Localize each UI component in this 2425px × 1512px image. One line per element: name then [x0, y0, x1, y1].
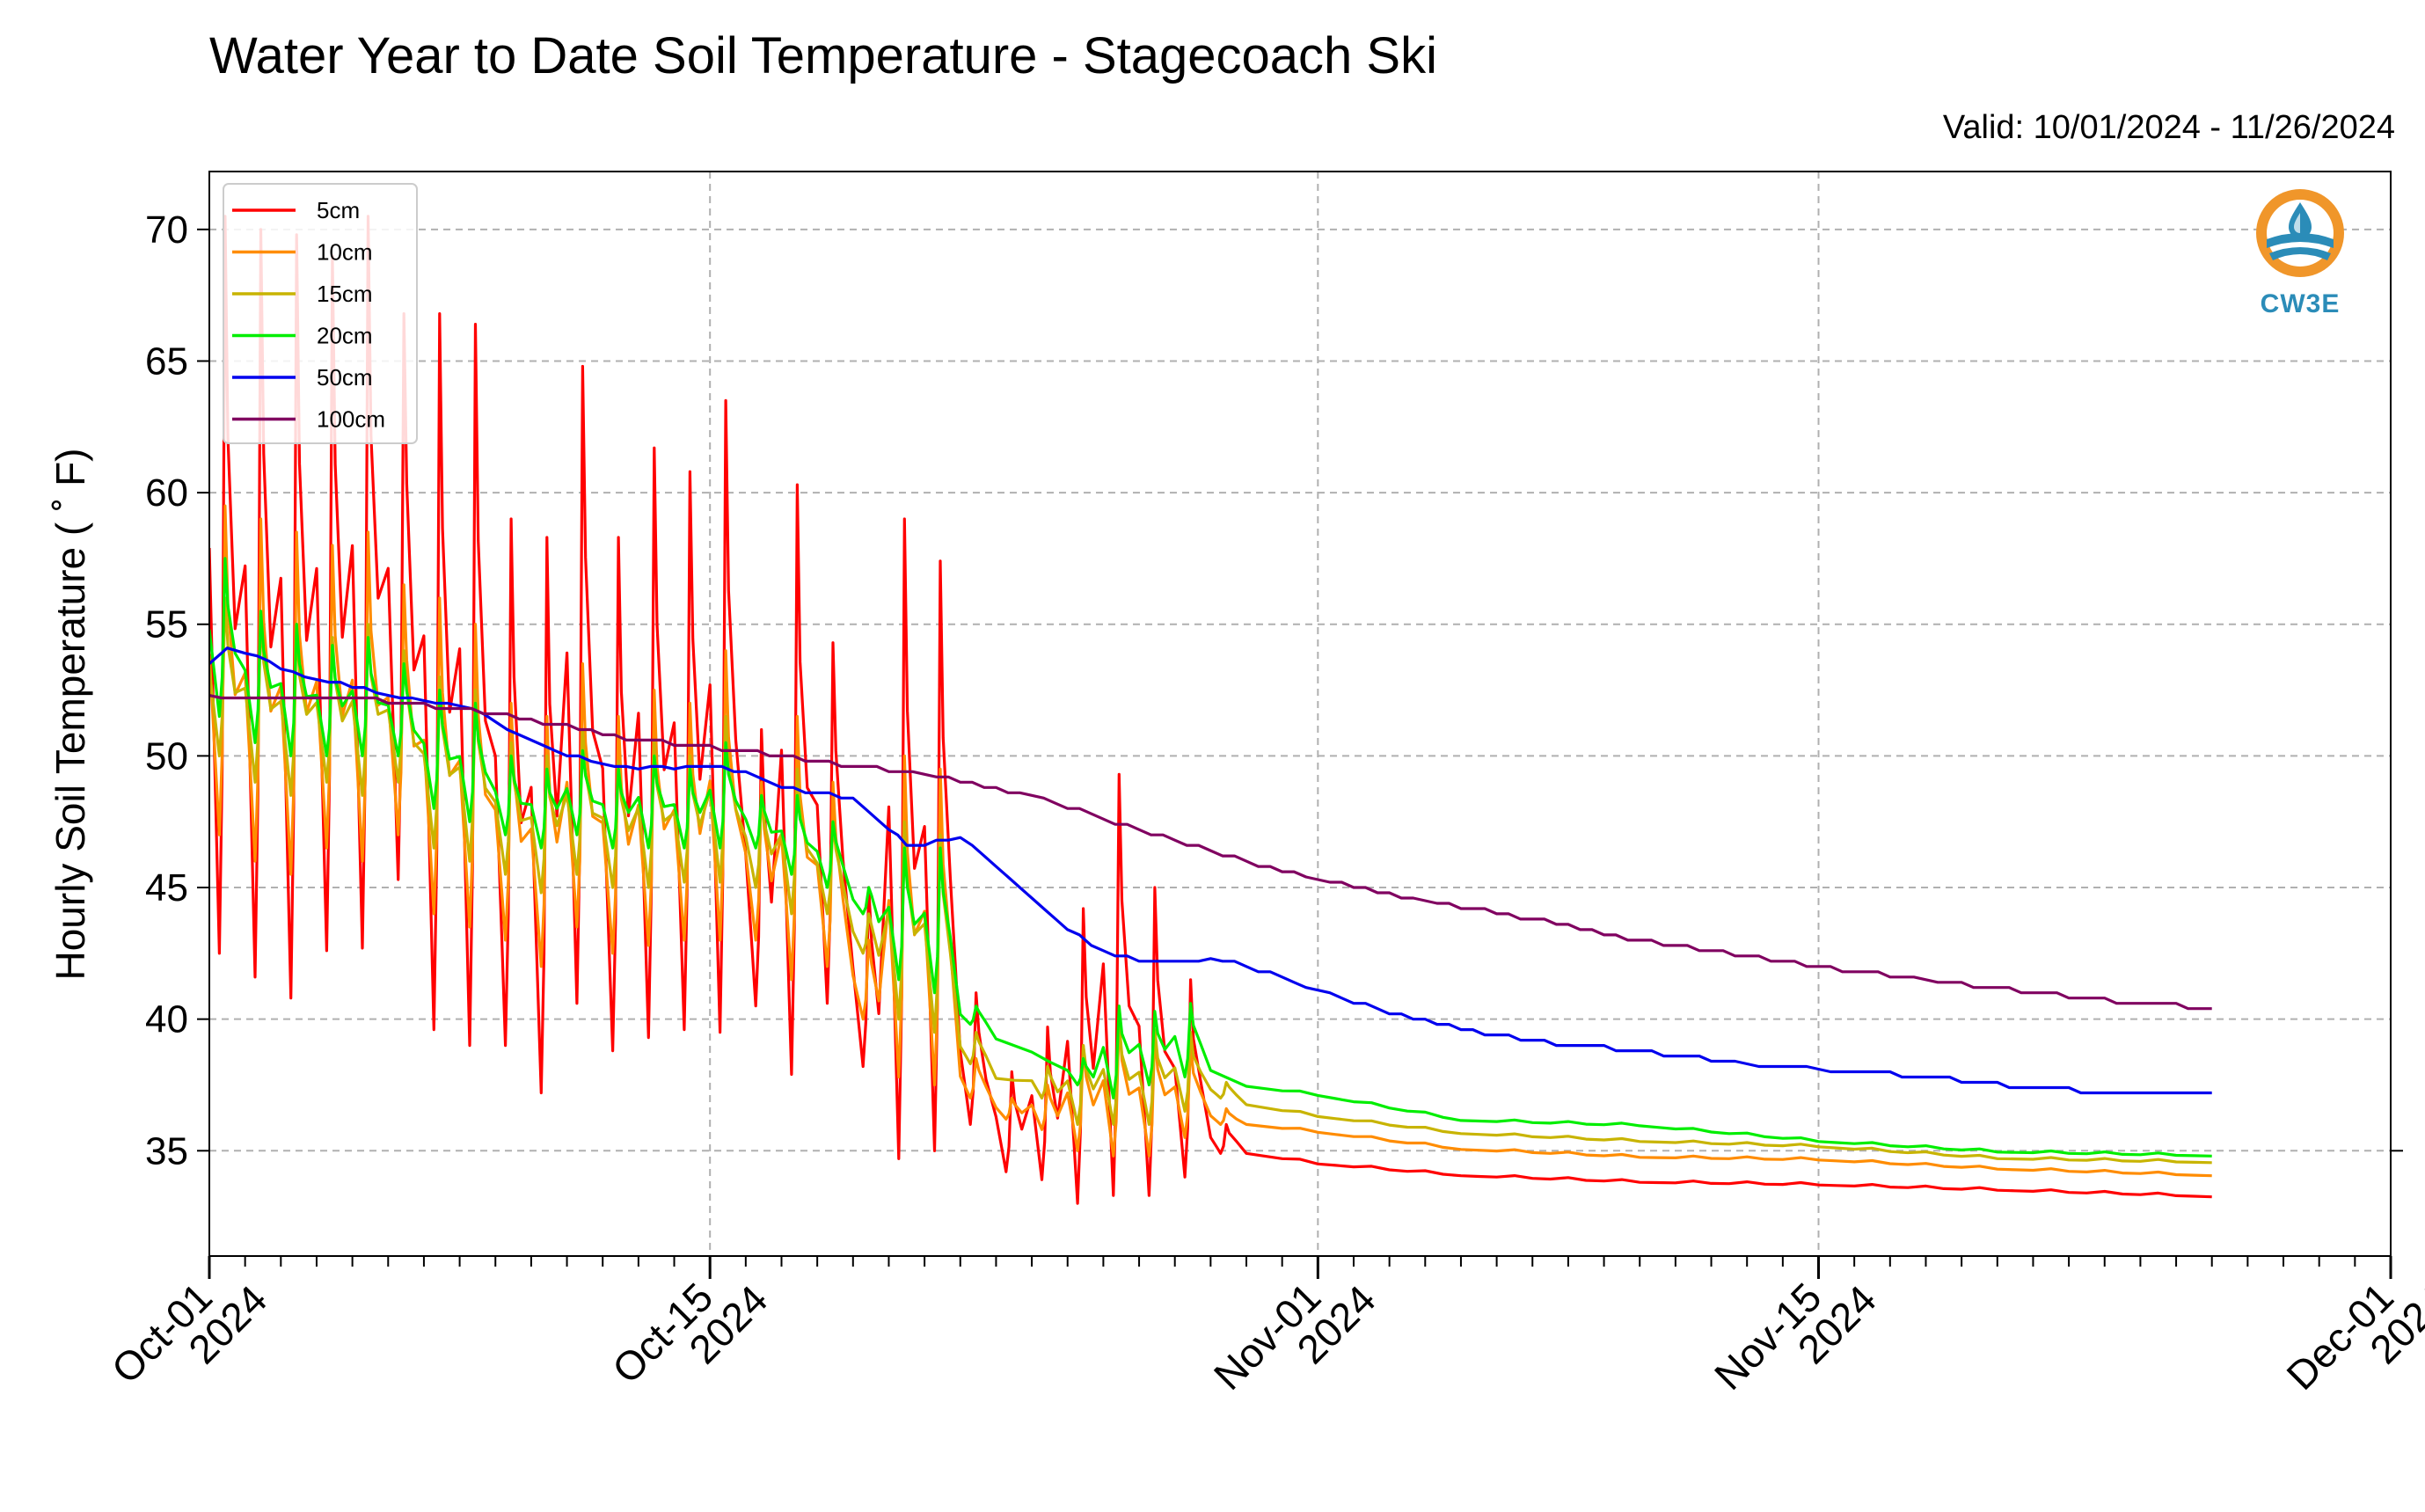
plot-frame [208, 171, 2392, 1257]
y-tick-label: 45 [145, 866, 188, 909]
series-lines [209, 215, 2212, 1205]
x-tick-label: Oct-152024 [603, 1248, 777, 1421]
y-tick-label: 40 [145, 998, 188, 1041]
x-tick-label: Nov-152024 [1706, 1248, 1885, 1428]
legend-label-5cm: 5cm [317, 197, 360, 223]
x-tick-label: Dec-012024 [2277, 1248, 2425, 1428]
y-axis-label: Hourly Soil Temperature ( ˚ F) [47, 449, 93, 981]
series-line-50cm [209, 646, 2212, 1095]
legend-label-50cm: 50cm [317, 364, 373, 391]
series-line-10cm [209, 504, 2212, 1178]
legend-label-20cm: 20cm [317, 323, 373, 349]
x-tick-label: Nov-012024 [1205, 1248, 1384, 1428]
chart-title: Water Year to Date Soil Temperature - St… [209, 27, 1437, 84]
cw3e-logo-icon [2256, 189, 2344, 277]
y-tick-label: 60 [145, 471, 188, 515]
x-tick-label: Oct-012024 [103, 1248, 276, 1421]
series-line-15cm [209, 596, 2212, 1165]
y-tick-label: 35 [145, 1129, 188, 1172]
y-tick-label: 65 [145, 340, 188, 383]
grid [209, 172, 2391, 1256]
cw3e-logo-text: CW3E [2260, 289, 2341, 318]
legend-label-10cm: 10cm [317, 239, 373, 266]
series-line-100cm [209, 694, 2212, 1011]
y-tick-label: 55 [145, 603, 188, 646]
cw3e-logo: CW3E [2252, 185, 2348, 319]
legend-label-15cm: 15cm [317, 281, 373, 307]
valid-date-range: Valid: 10/01/2024 - 11/26/2024 [1942, 109, 2395, 146]
legend: 5cm 10cm 15cm 20cm 50cm 100cm [223, 183, 418, 444]
legend-label-100cm: 100cm [317, 406, 385, 433]
y-tick-label: 50 [145, 734, 188, 778]
axes: 35 40 45 50 55 60 65 70 Oct-012024 Oct-152024 Nov-… [103, 208, 2425, 1428]
y-tick-label: 70 [145, 208, 188, 252]
